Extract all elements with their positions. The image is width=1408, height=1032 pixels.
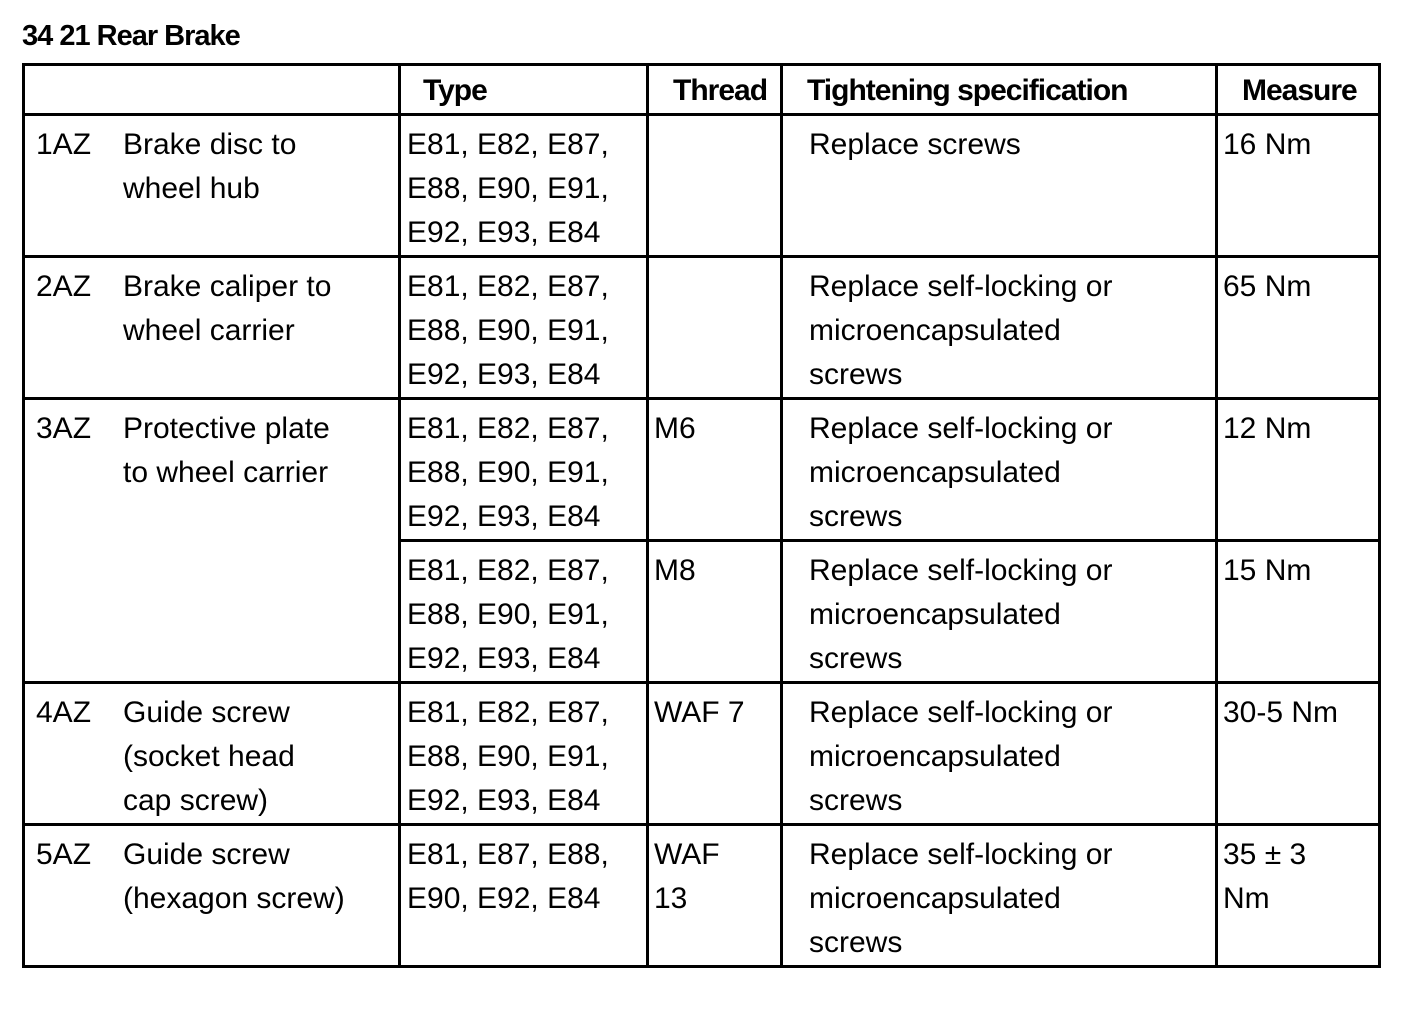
measure-cell: 35 ± 3 Nm xyxy=(1215,823,1381,968)
item-id: 5AZ xyxy=(36,838,92,871)
thread-cell-text: WAF 13 xyxy=(654,838,720,915)
item-cell: 2AZ Brake caliper to wheel carrier xyxy=(22,255,401,400)
measure-cell-text: 35 ± 3 Nm xyxy=(1223,838,1307,915)
spec-cell: Replace screws xyxy=(780,113,1218,258)
header-measure: Measure xyxy=(1215,63,1381,116)
table-row: 2AZ Brake caliper to wheel carrier E81, E8… xyxy=(22,255,1381,400)
item-id: 4AZ xyxy=(36,696,92,729)
thread-cell-text: M8 xyxy=(654,554,696,587)
item-description: Guide screw (socket head cap screw) xyxy=(123,696,295,817)
spec-cell: Replace self-locking or microencapsulate… xyxy=(780,681,1218,826)
type-cell: E81, E82, E87, E88, E90, E91, E92, E93, … xyxy=(398,255,649,400)
table-row: 4AZ Guide screw (socket head cap screw) E8… xyxy=(22,681,1381,826)
spec-cell: Replace self-locking or microencapsulate… xyxy=(780,823,1218,968)
header-spec: Tightening specification xyxy=(780,63,1218,116)
type-cell: E81, E82, E87, E88, E90, E91, E92, E93, … xyxy=(398,113,649,258)
item-id: 1AZ xyxy=(36,128,92,161)
type-cell: E81, E82, E87, E88, E90, E91, E92, E93, … xyxy=(398,539,649,684)
header-type: Type xyxy=(398,63,649,116)
thread-cell-text: M6 xyxy=(654,412,696,445)
thread-cell: WAF 13 xyxy=(646,823,783,968)
spec-cell-text: Replace self-locking or microencapsulate… xyxy=(809,412,1113,533)
item-description: Brake disc to wheel hub xyxy=(123,128,297,205)
measure-cell: 16 Nm xyxy=(1215,113,1381,258)
type-cell-text: E81, E82, E87, E88, E90, E91, E92, E93, … xyxy=(407,554,609,675)
header-thread: Thread xyxy=(646,63,783,116)
spec-cell: Replace self-locking or microencapsulate… xyxy=(780,255,1218,400)
type-cell: E81, E82, E87, E88, E90, E91, E92, E93, … xyxy=(398,397,649,542)
spec-cell-text: Replace self-locking or microencapsulate… xyxy=(809,838,1113,959)
section-title: 34 21 Rear Brake xyxy=(22,20,241,52)
measure-cell-text: 30-5 Nm xyxy=(1223,696,1339,729)
type-cell: E81, E82, E87, E88, E90, E91, E92, E93, … xyxy=(398,681,649,826)
item-cell: 1AZ Brake disc to wheel hub xyxy=(22,113,401,258)
item-cell: 5AZ Guide screw (hexagon screw) xyxy=(22,823,401,968)
item-description: Guide screw (hexagon screw) xyxy=(123,838,345,915)
measure-cell-text: 15 Nm xyxy=(1223,554,1312,587)
thread-cell: M8 xyxy=(646,539,783,684)
spec-cell-text: Replace screws xyxy=(809,128,1021,161)
thread-cell xyxy=(646,113,783,258)
table-row: 5AZ Guide screw (hexagon screw) E81, E87, … xyxy=(22,823,1381,968)
table-row: 3AZ Protective plate to wheel carrier E81,… xyxy=(22,397,1381,684)
type-cell-text: E81, E82, E87, E88, E90, E91, E92, E93, … xyxy=(407,696,609,817)
thread-cell xyxy=(646,255,783,400)
type-cell-text: E81, E82, E87, E88, E90, E91, E92, E93, … xyxy=(407,128,609,249)
torque-spec-table: Type Thread Tightening specification Mea… xyxy=(22,63,1381,968)
type-cell: E81, E87, E88, E90, E92, E84 xyxy=(398,823,649,968)
measure-cell-text: 16 Nm xyxy=(1223,128,1312,161)
measure-cell: 15 Nm xyxy=(1215,539,1381,684)
spec-cell: Replace self-locking or microencapsulate… xyxy=(780,397,1218,542)
item-description: Protective plate to wheel carrier xyxy=(123,412,330,489)
item-cell: 4AZ Guide screw (socket head cap screw) xyxy=(22,681,401,826)
spec-cell-text: Replace self-locking or microencapsulate… xyxy=(809,696,1113,817)
thread-cell: WAF 7 xyxy=(646,681,783,826)
table-row: 1AZ Brake disc to wheel hub E81, E82, E87,… xyxy=(22,113,1381,258)
header-row: Type Thread Tightening specification Mea… xyxy=(22,63,1381,116)
item-cell: 3AZ Protective plate to wheel carrier xyxy=(22,397,401,684)
measure-cell: 65 Nm xyxy=(1215,255,1381,400)
thread-cell-text: WAF 7 xyxy=(654,696,745,729)
spec-cell-text: Replace self-locking or microencapsulate… xyxy=(809,554,1113,675)
spec-cell: Replace self-locking or microencapsulate… xyxy=(780,539,1218,684)
type-cell-text: E81, E82, E87, E88, E90, E91, E92, E93, … xyxy=(407,412,609,533)
type-cell-text: E81, E82, E87, E88, E90, E91, E92, E93, … xyxy=(407,270,609,391)
measure-cell-text: 12 Nm xyxy=(1223,412,1312,445)
measure-cell: 12 Nm xyxy=(1215,397,1381,542)
item-description: Brake caliper to wheel carrier xyxy=(123,270,332,347)
measure-cell: 30-5 Nm xyxy=(1215,681,1381,826)
item-id: 2AZ xyxy=(36,270,92,303)
table-row: E81, E82, E87, E88, E90, E91, E92, E93, … xyxy=(24,539,1381,684)
type-cell-text: E81, E87, E88, E90, E92, E84 xyxy=(407,838,609,915)
thread-cell: M6 xyxy=(646,397,783,542)
spec-cell-text: Replace self-locking or microencapsulate… xyxy=(809,270,1113,391)
item-id: 3AZ xyxy=(36,412,92,445)
header-item xyxy=(22,63,401,116)
measure-cell-text: 65 Nm xyxy=(1223,270,1312,303)
